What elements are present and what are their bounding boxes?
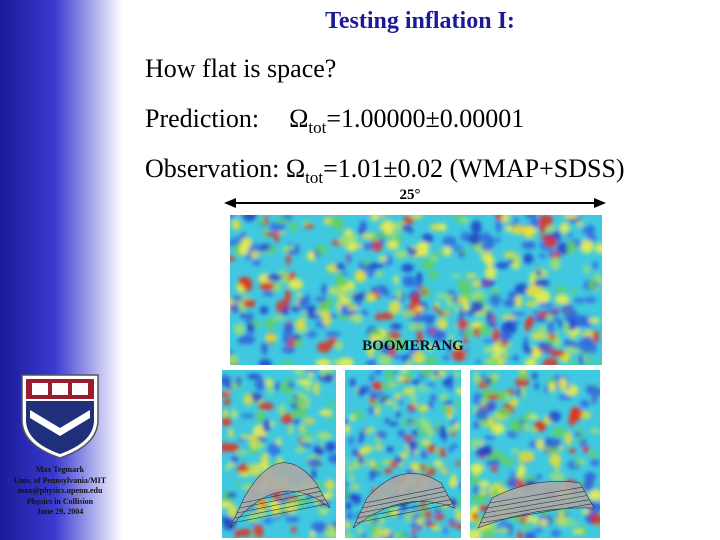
sidebar-line: Max Tegmark	[35, 465, 85, 474]
sidebar-line: max@physics.upenn.edu	[17, 486, 103, 495]
shield	[21, 374, 99, 459]
subscript: tot	[308, 118, 327, 137]
text: How flat is space?	[145, 54, 337, 83]
curvature-mesh	[477, 481, 595, 529]
slide-title: Testing inflation I:	[325, 8, 515, 34]
symbol: Ω	[285, 154, 306, 183]
sidebar-text: Max Tegmark Univ. of Pennsylvania/MIT max@…	[0, 465, 120, 518]
label: Prediction:	[145, 104, 260, 133]
sidebar-line: Physics in Collision	[26, 496, 94, 506]
text: =1.01±0.02 (WMAP+SDSS)	[323, 154, 625, 183]
sky-map	[470, 370, 600, 538]
curvature-mesh	[229, 462, 331, 529]
scale-label: 25°	[400, 187, 421, 203]
sky-map	[345, 370, 461, 538]
sidebar-line: Univ. of Pennsylvania/MIT	[13, 475, 107, 485]
sky-map	[222, 370, 336, 538]
map-label: BOOMERANG	[362, 338, 464, 354]
sidebar-line: June 29, 2004	[36, 507, 84, 516]
sky-map	[230, 215, 602, 365]
text: =1.00000±0.00001	[326, 104, 525, 133]
subscript: tot	[305, 168, 324, 187]
symbol: Ω	[289, 104, 309, 133]
text-line: Observation: Ωtot=1.01±0.02 (WMAP+SDSS)	[145, 154, 625, 188]
text-line: Prediction: Ωtot=1.00000±0.00001	[145, 104, 524, 138]
text-line: How flat is space?	[145, 54, 336, 84]
curvature-mesh	[352, 473, 456, 529]
label: Observation:	[145, 154, 280, 183]
